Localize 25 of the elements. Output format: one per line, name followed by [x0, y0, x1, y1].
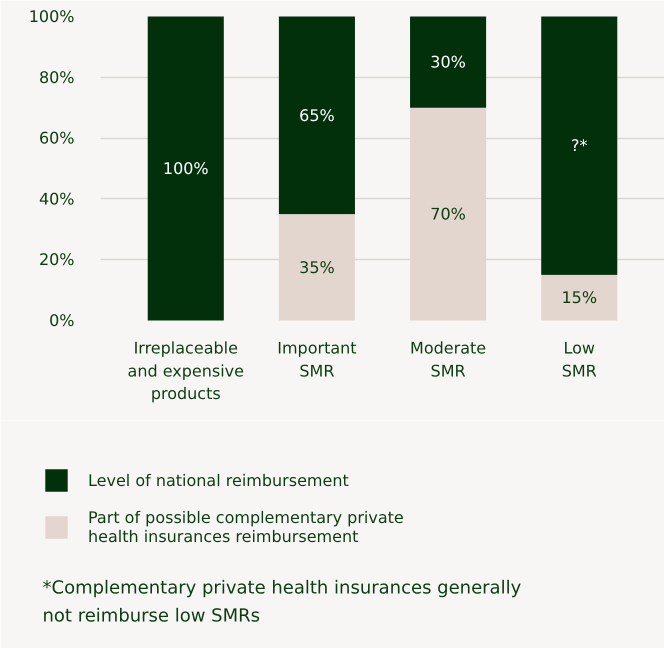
bar	[541, 274, 618, 320]
data-label: 70%	[430, 204, 466, 224]
bar	[278, 16, 355, 214]
legend-label: Part of possible complementary private health insurances reimbursement	[88, 508, 404, 546]
y-tick-label: 80%	[38, 68, 74, 87]
data-label: 35%	[299, 258, 335, 277]
x-tick-label: Moderate SMR	[410, 338, 486, 380]
y-tick-label: 40%	[38, 189, 74, 208]
data-label: 65%	[299, 106, 335, 125]
data-label: ?*	[571, 136, 588, 156]
legend-label: Level of national reimbursement	[88, 470, 349, 490]
text: *Complementary private health insurances generally not reimburse low SMRs	[42, 578, 522, 626]
y-tick-label: 60%	[38, 128, 74, 148]
bar	[410, 16, 486, 108]
x-tick-label: Low SMR	[562, 338, 597, 380]
bar	[148, 16, 224, 320]
data-label: 15%	[561, 288, 598, 308]
data-label: 30%	[430, 52, 466, 72]
x-tick-label: Important SMR	[277, 338, 357, 380]
data-label: 100%	[162, 159, 209, 178]
x-tick-label: Irreplaceable and expensive products	[128, 338, 244, 404]
y-tick-label: 20%	[38, 250, 74, 270]
bar	[541, 16, 618, 275]
y-tick-label: 0%	[49, 311, 75, 330]
y-tick-label: 100%	[28, 7, 75, 26]
